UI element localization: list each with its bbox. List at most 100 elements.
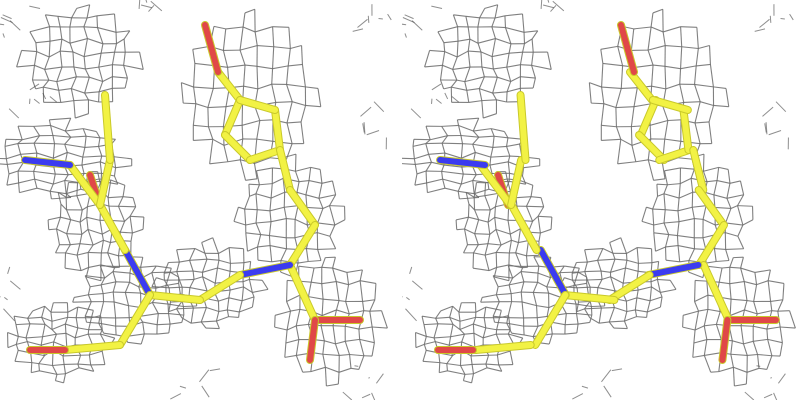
mesh-edge	[646, 311, 648, 318]
neighbor-wire-segment	[9, 20, 21, 31]
mesh-edge	[433, 337, 436, 342]
mesh-edge	[192, 103, 197, 126]
mesh-edge	[88, 293, 104, 296]
mesh-edge	[62, 354, 81, 357]
mesh-edge	[537, 216, 541, 234]
mesh-edge	[739, 180, 745, 195]
mesh-edge	[623, 320, 628, 329]
mesh-edge	[507, 220, 511, 235]
mesh-edge	[690, 169, 695, 179]
mesh-edge	[730, 205, 738, 209]
mesh-edge	[694, 101, 701, 124]
mesh-edge	[455, 216, 469, 221]
mesh-edge	[603, 103, 617, 109]
mesh-edge	[87, 244, 94, 253]
mesh-edge	[50, 302, 54, 313]
mesh-edge	[449, 341, 462, 346]
mesh-edge	[659, 296, 663, 308]
mesh-edge	[572, 270, 585, 274]
neighbor-wire-segment	[29, 5, 41, 9]
mesh-edge	[201, 320, 217, 323]
mesh-edge	[433, 323, 439, 339]
mesh-edge	[667, 119, 681, 122]
mesh-edge	[79, 243, 94, 246]
mesh-edge	[753, 284, 758, 302]
mesh-edge	[657, 193, 665, 197]
mesh-edge	[508, 315, 511, 330]
mesh-edge	[107, 197, 110, 207]
mesh-edge	[47, 219, 50, 230]
mesh-edge	[331, 180, 337, 195]
mesh-edge	[274, 310, 291, 316]
mesh-edge	[35, 42, 38, 52]
mesh-edge	[718, 267, 723, 283]
mesh-edge	[498, 284, 510, 288]
mesh-edge	[48, 41, 51, 58]
mesh-edge	[176, 301, 183, 310]
mesh-edge	[111, 219, 125, 222]
mesh-edge	[65, 182, 70, 198]
neighbor-wire-segment	[431, 5, 443, 9]
mesh-edge	[496, 264, 510, 268]
nitrogen-bond	[122, 247, 153, 298]
carbon-bond	[62, 342, 123, 353]
mesh-edge	[113, 175, 119, 185]
mesh-edge	[498, 364, 503, 372]
mesh-edge	[75, 307, 79, 318]
mesh-edge	[64, 317, 69, 325]
mesh-edge	[333, 325, 346, 327]
mesh-edge	[16, 50, 23, 68]
mesh-edge	[70, 88, 75, 101]
mesh-edge	[206, 258, 219, 261]
mesh-edge	[84, 136, 87, 148]
mesh-edge	[85, 275, 105, 279]
carbon-bond	[649, 97, 691, 113]
mesh-edge	[530, 185, 534, 197]
mesh-edge	[72, 297, 75, 303]
mesh-edge	[468, 203, 475, 211]
mesh-edge	[665, 259, 680, 263]
mesh-edge	[38, 363, 53, 367]
mesh-edge	[536, 305, 549, 309]
mesh-edge	[259, 119, 273, 122]
mesh-edge	[458, 124, 474, 132]
mesh-edge	[597, 260, 602, 272]
mesh-edge	[156, 265, 172, 269]
mesh-edge	[73, 66, 86, 70]
mesh-edge	[694, 218, 704, 220]
mesh-edge	[59, 26, 63, 40]
mesh-edge	[176, 307, 194, 310]
mesh-edge	[492, 92, 497, 101]
mesh-edge	[214, 267, 219, 284]
mesh-edge	[75, 113, 89, 119]
mesh-edge	[56, 216, 61, 230]
mesh-edge	[495, 294, 500, 302]
mesh-edge	[491, 38, 497, 57]
mesh-edge	[652, 208, 666, 211]
mesh-edge	[435, 318, 439, 325]
mesh-edge	[494, 4, 499, 19]
mesh-edge	[96, 27, 104, 44]
mesh-edge	[216, 260, 220, 269]
mesh-edge	[473, 333, 476, 348]
mesh-edge	[332, 325, 337, 344]
mesh-edge	[626, 297, 638, 302]
mesh-edge	[89, 76, 103, 83]
mesh-edge	[531, 65, 536, 79]
mesh-edge	[480, 51, 483, 68]
mesh-edge	[139, 51, 144, 70]
mesh-edge	[193, 306, 207, 309]
mesh-edge	[122, 196, 134, 199]
carbon-bond	[97, 157, 113, 208]
mesh-edge	[659, 292, 663, 298]
mesh-edge	[468, 100, 482, 103]
mesh-edge	[255, 193, 272, 199]
mesh-edge	[679, 68, 682, 85]
mesh-edge	[322, 353, 340, 356]
mesh-edge	[14, 350, 19, 362]
mesh-edge	[726, 183, 731, 199]
mesh-edge	[424, 64, 443, 68]
mesh-edge	[193, 138, 213, 141]
mesh-edge	[491, 26, 496, 39]
mesh-edge	[507, 329, 511, 335]
